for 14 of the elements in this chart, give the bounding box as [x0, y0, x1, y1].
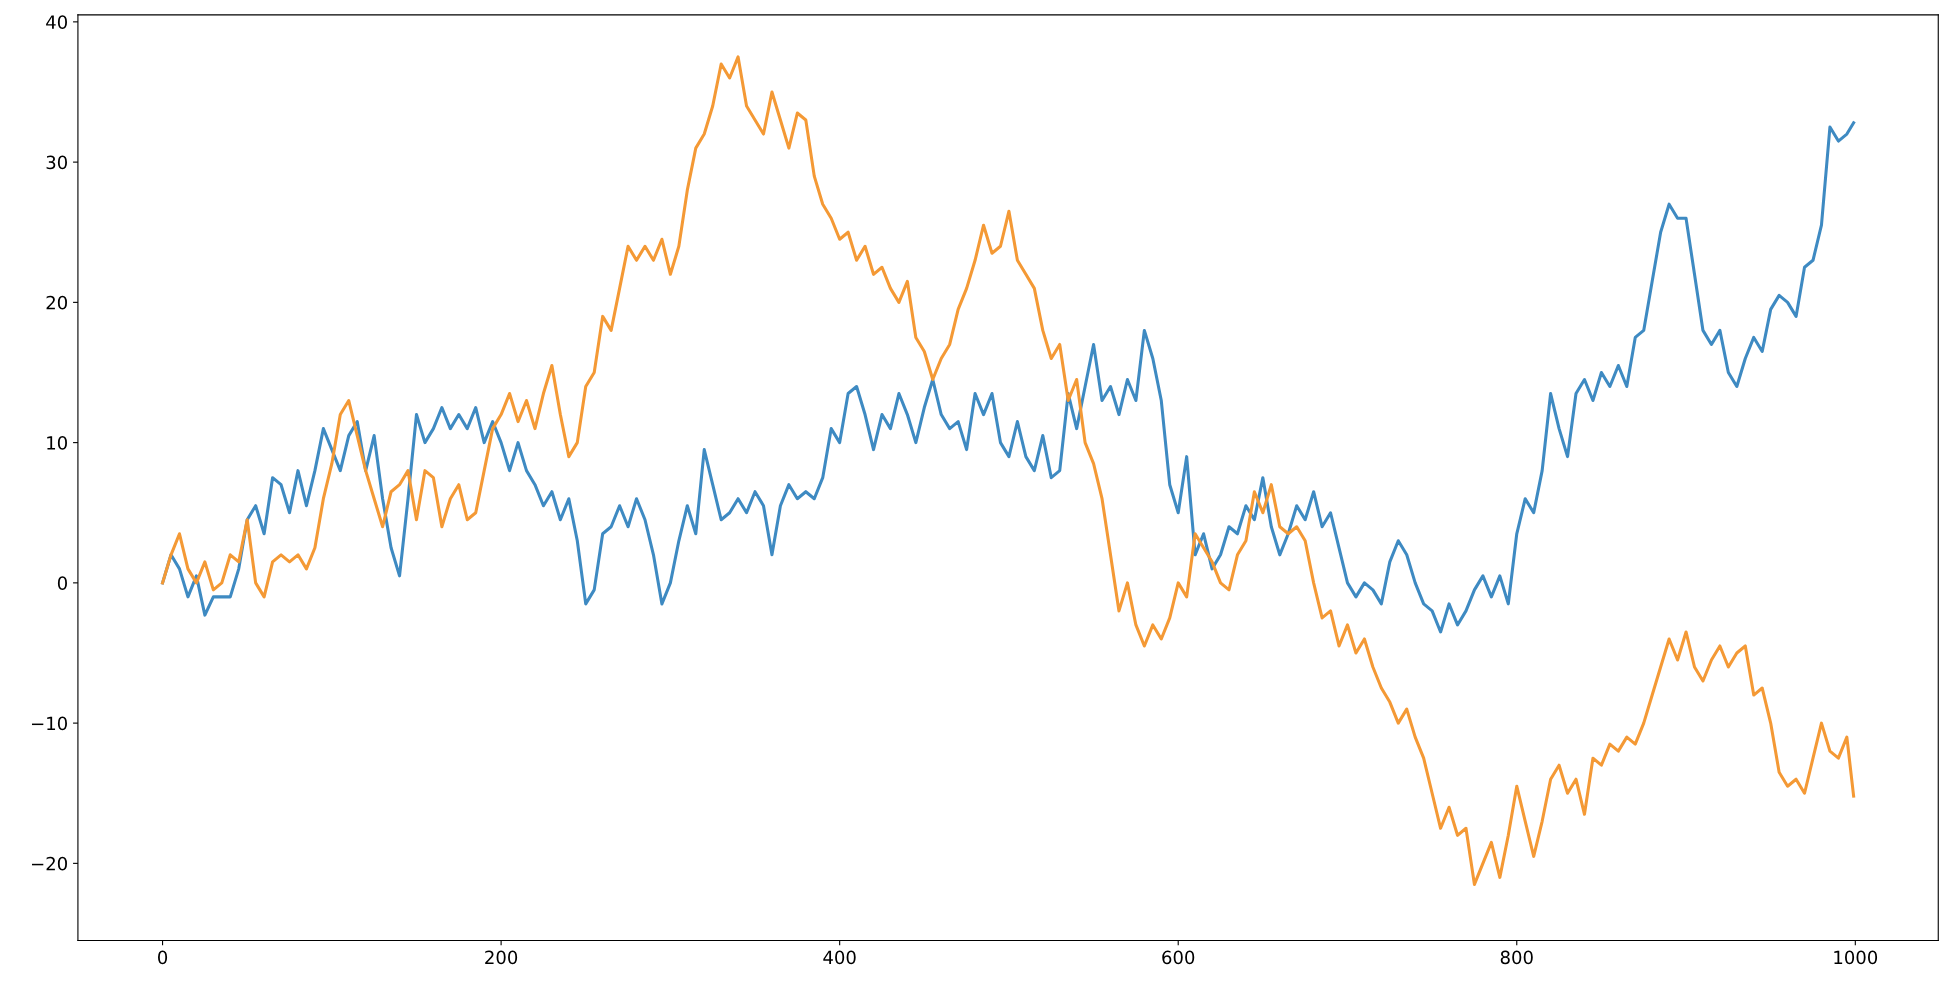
y-tick-label: −20 [32, 856, 67, 871]
x-tick-label: 200 [485, 950, 518, 965]
x-tick-label: 600 [1162, 950, 1195, 965]
y-tick-label: 30 [46, 155, 67, 170]
x-tick-label: 1000 [1834, 950, 1878, 965]
y-tick-label: 20 [46, 295, 67, 310]
x-tick-label: 400 [823, 950, 856, 965]
line-series [161, 55, 1856, 886]
x-tick-label: 0 [158, 950, 168, 965]
y-tick-label: −10 [32, 716, 67, 731]
y-tick-label: 10 [47, 436, 67, 450]
y-tick-label: 0 [57, 576, 67, 590]
x-tick-label: 800 [1500, 950, 1533, 965]
y-tick-label: 40 [46, 15, 67, 29]
